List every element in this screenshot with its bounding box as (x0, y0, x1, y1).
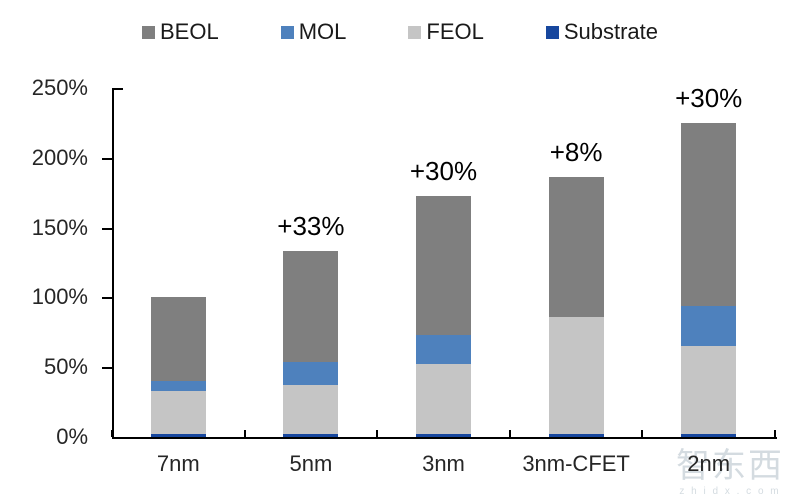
bar-5nm-segment-feol (283, 385, 339, 435)
bar-annotation-3nm: +30% (409, 155, 478, 186)
bar-5nm-segment-substrate (283, 434, 339, 437)
y-axis-tick (102, 157, 112, 160)
watermark-domain: z h i d x . c o m (679, 486, 781, 497)
x-axis-tick (774, 430, 776, 437)
y-axis-tick (102, 367, 112, 370)
bar-3nm-cfet-segment-beol (548, 177, 604, 317)
chart-legend: BEOL MOL FEOL Substrate (0, 19, 800, 45)
bar-3nm-segment-substrate (416, 434, 471, 437)
legend-item-substrate: Substrate (545, 19, 659, 45)
y-axis-tick (114, 88, 123, 90)
y-axis-label: 150% (31, 214, 88, 240)
legend-item-mol: MOL (280, 19, 347, 45)
x-axis-label-2nm: 2nm (687, 451, 731, 476)
x-axis-tick (111, 430, 113, 437)
y-axis-tick (102, 297, 112, 300)
bar-7nm-segment-feol (150, 390, 206, 435)
x-axis-label-7nm: 7nm (156, 451, 200, 476)
bar-3nm-cfet-segment-substrate (548, 434, 604, 437)
y-axis-label: 200% (31, 144, 88, 170)
y-axis-label: 50% (43, 354, 88, 380)
bar-3nm-segment-feol (416, 364, 471, 435)
bar-7nm-segment-beol (150, 297, 206, 382)
legend-item-beol: BEOL (141, 19, 219, 45)
bar-2nm-segment-mol (681, 305, 737, 347)
y-axis-label: 0% (56, 424, 88, 449)
plot-area (112, 88, 777, 439)
legend-label-feol: FEOL (426, 19, 484, 44)
bar-annotation-5nm: +33% (277, 211, 345, 242)
bar-7nm-segment-mol (150, 381, 206, 391)
bar-5nm-segment-beol (283, 251, 339, 362)
bar-3nm-cfet-segment-feol (548, 316, 604, 435)
legend-swatch-substrate-icon (545, 25, 559, 39)
y-axis-label: 100% (31, 284, 88, 310)
bar-2nm-segment-beol (681, 122, 737, 306)
legend-swatch-feol-icon (408, 25, 422, 39)
legend-label-mol: MOL (298, 19, 347, 44)
legend-swatch-beol-icon (141, 25, 155, 39)
bar-annotation-2nm: +30% (675, 82, 743, 113)
bar-annotation-3nm-cfet: +8% (549, 137, 603, 168)
bar-7nm-segment-substrate (150, 434, 206, 437)
x-axis-tick (508, 430, 511, 437)
bar-5nm-segment-mol (283, 361, 339, 386)
legend-swatch-mol-icon (280, 25, 294, 39)
y-axis-label: 250% (31, 75, 88, 100)
x-axis-label-3nm-cfet: 3nm-CFET (522, 451, 630, 476)
legend-label-beol: BEOL (159, 19, 219, 44)
x-axis-label-5nm: 5nm (289, 451, 333, 476)
bar-2nm-segment-substrate (681, 434, 737, 437)
legend-label-substrate: Substrate (563, 19, 659, 44)
y-axis-tick (102, 227, 112, 230)
x-axis-tick (641, 430, 644, 437)
bar-3nm-segment-mol (416, 335, 471, 365)
x-axis-label-3nm: 3nm (422, 451, 465, 476)
x-axis-tick (243, 430, 246, 437)
x-axis-tick (376, 430, 379, 437)
bar-2nm-segment-feol (681, 346, 737, 435)
bar-3nm-segment-beol (416, 195, 471, 336)
legend-item-feol: FEOL (408, 19, 484, 45)
